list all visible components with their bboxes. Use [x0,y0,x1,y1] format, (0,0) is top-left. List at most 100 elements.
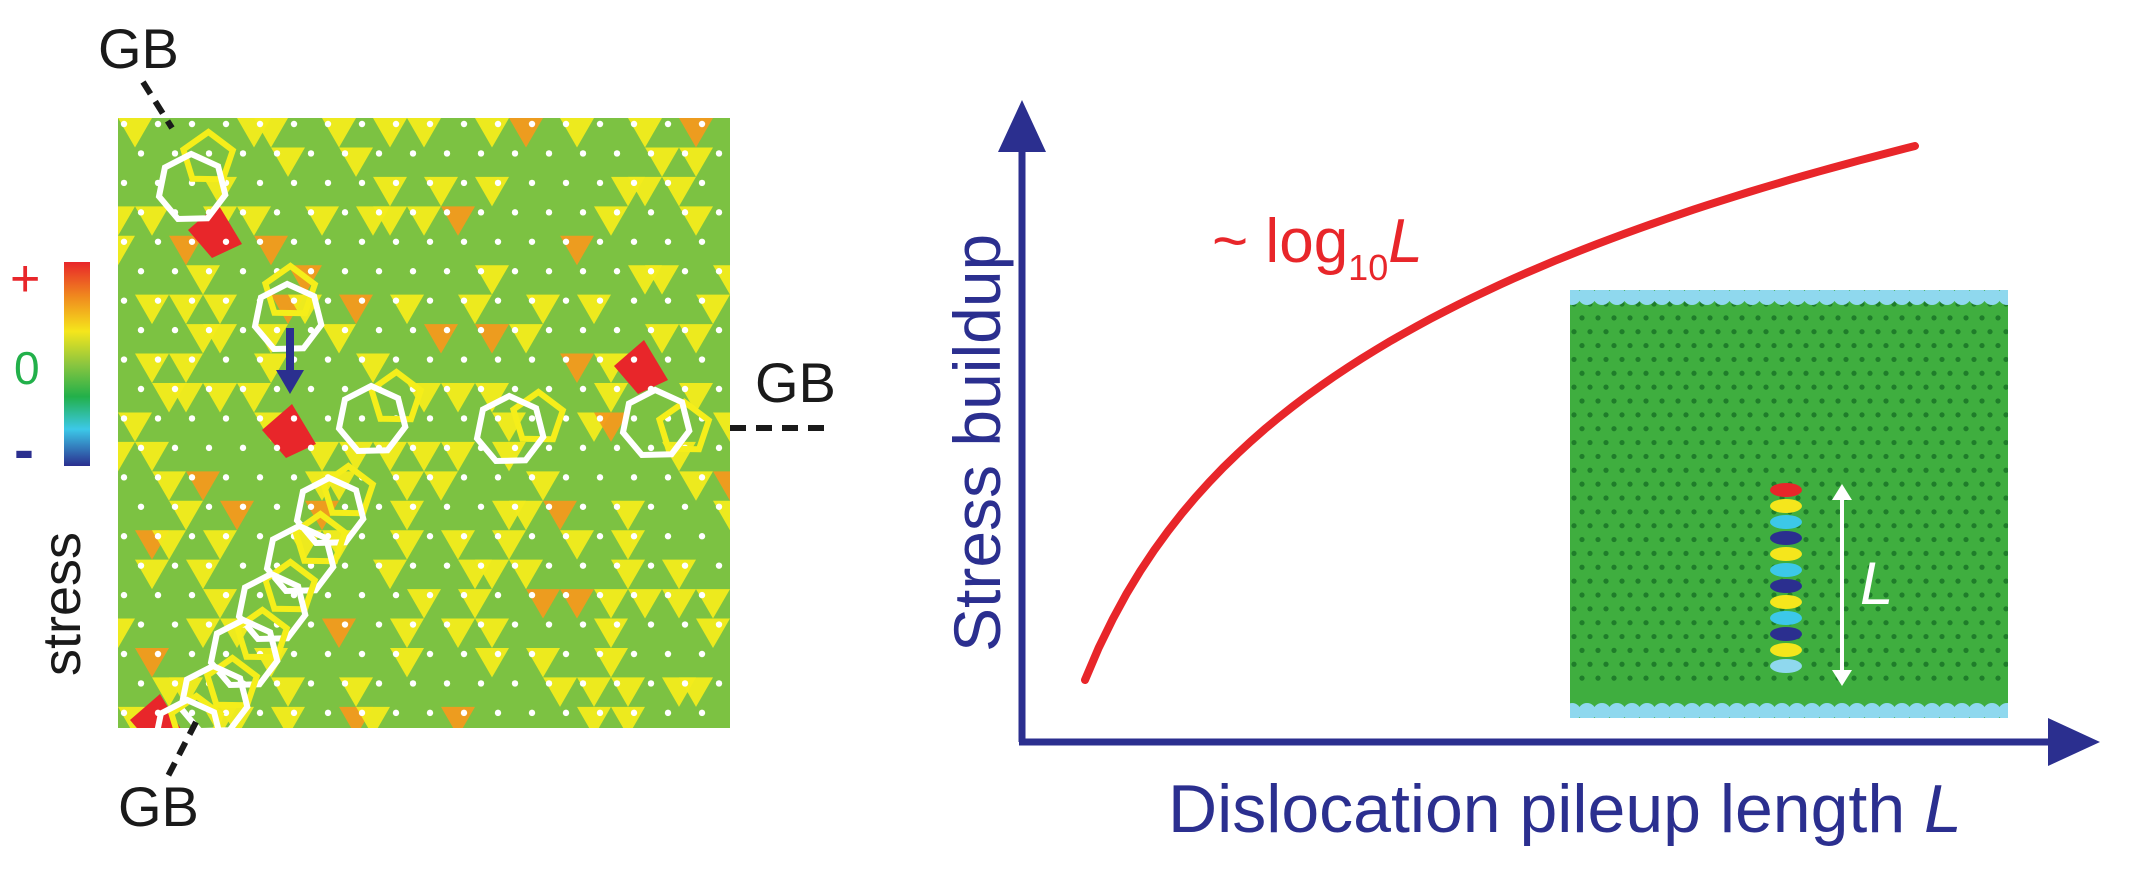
inset-atom [2019,579,2024,584]
inset-atom [1691,453,1697,460]
inset-atom [1819,370,1825,376]
inset-atom [1579,426,1585,432]
inset-atom [2011,676,2016,681]
inset-atom [2003,467,2008,473]
inset-atom [1811,329,1817,335]
inset-atom [1627,342,1633,349]
inset-atom [1915,509,1921,515]
inset-atom [1579,620,1585,626]
inset-atom [1659,315,1665,321]
atom [784,621,790,627]
atom [137,268,145,275]
inset-atom [1643,426,1649,432]
inset-atom [2027,398,2032,403]
boundary-atom-bottom [1908,703,1926,718]
atom [613,385,621,393]
stress-patch [730,295,764,324]
inset-atom [1587,384,1593,390]
inset-atom [1595,342,1601,349]
inset-atom [1651,606,1657,612]
inset-atom [1699,412,1705,418]
atom [562,650,570,658]
inset-atom [1707,481,1713,487]
inset-atom [1715,384,1721,390]
inset-atom [2019,606,2024,611]
atom [528,650,536,658]
atom [206,739,212,745]
inset-atom [1579,398,1585,404]
inset-atom [1779,329,1785,335]
inset-atom [1715,633,1721,640]
boundary-atom-bottom [1968,703,1986,718]
inset-atom [1859,495,1865,501]
inset-atom [1675,453,1681,460]
inset-atom [1899,536,1905,543]
inset-atom [1915,370,1921,376]
inset-atom [1987,356,1993,363]
atom [308,739,314,745]
inset-atom [1659,453,1665,460]
inset-atom [1787,675,1793,681]
inset-atom [1635,467,1641,473]
inset-atom [1811,467,1817,473]
inset-atom [1859,467,1865,473]
inset-atom [1747,633,1753,640]
atom [750,739,756,745]
inset-atom [1987,578,1993,584]
inset-atom [1651,384,1657,390]
inset-atom [2019,523,2024,528]
inset-atom [1587,633,1593,640]
inset-atom [1587,467,1593,473]
inset-atom [1971,578,1977,584]
inset-atom [1907,633,1913,640]
inset-atom [1619,578,1625,584]
atom [511,503,519,510]
atom [392,650,400,658]
atom [375,503,383,510]
inset-atom [1667,356,1673,363]
inset-atom [1803,509,1809,515]
inset-atom [1667,467,1673,473]
stress-patch [441,89,475,118]
inset-atom [1651,467,1657,473]
inset-atom [1627,481,1633,487]
atom [273,209,281,216]
stress-patch [492,736,526,765]
atom [562,533,570,540]
stack-atom [1770,659,1802,673]
inset-atom [1875,329,1881,335]
inset-atom [1907,523,1913,529]
inset-atom [1979,647,1985,654]
inset-atom [1819,620,1825,626]
atom [120,650,128,658]
inset-atom [1707,453,1713,460]
inset-atom [1835,481,1841,487]
inset-atom [1995,426,2001,432]
atom [392,238,400,245]
inset-atom [1795,384,1801,390]
inset-atom [1835,592,1841,598]
inset-atom [1595,509,1601,515]
atom [171,444,179,452]
atom [222,297,230,304]
inset-atom [1699,329,1705,335]
atom [409,503,417,510]
inset-atom [1675,509,1681,515]
stress-patch [611,766,645,795]
boundary-atom-top [1998,290,2008,305]
inset-atom [1707,620,1713,626]
inset-atom [1835,370,1841,376]
inset-atom [1603,523,1609,529]
inset-atom [1595,536,1601,543]
atom [290,238,298,245]
atom [545,621,553,628]
atom [205,562,213,569]
atom [120,591,128,599]
inset-atom [1699,356,1705,363]
atom [681,385,689,393]
atom [443,503,451,510]
atom [154,297,162,304]
inset-atom [1891,633,1897,640]
atom [409,209,417,216]
inset-atom [1611,509,1617,515]
